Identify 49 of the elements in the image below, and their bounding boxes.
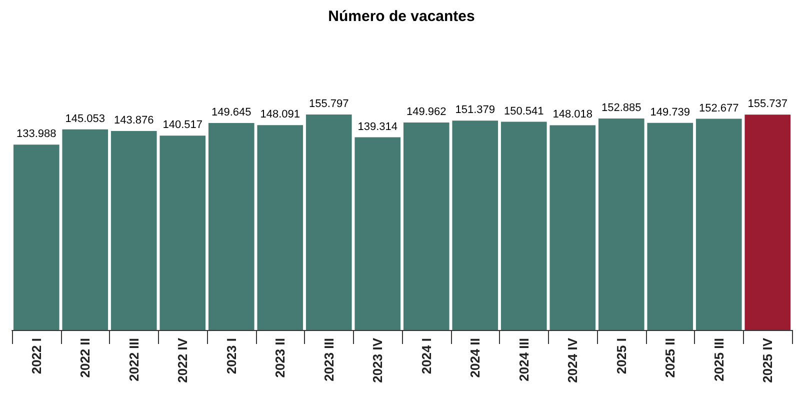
chart-title: Número de vacantes (328, 8, 475, 25)
bar (257, 125, 304, 330)
data-label: 149.739 (650, 106, 690, 118)
data-label: 140.517 (162, 119, 203, 132)
bar (403, 122, 450, 330)
data-label: 148.091 (260, 108, 300, 121)
bar (598, 118, 644, 330)
bar (550, 125, 596, 330)
bar (208, 122, 254, 330)
data-label: 152.677 (698, 102, 739, 114)
x-tick-label: 2024 II (468, 338, 483, 378)
data-label: 143.876 (114, 114, 154, 126)
x-tick-label: 2024 IV (565, 338, 580, 383)
x-tick-label: 2022 I (28, 338, 44, 374)
x-tick-label: 2023 III (321, 338, 336, 382)
x-tick-label: 2023 II (272, 338, 288, 378)
data-label: 151.379 (455, 104, 496, 116)
x-tick-label: 2023 I (224, 338, 239, 374)
bar (744, 114, 791, 330)
bar (452, 120, 498, 330)
data-label: 155.737 (748, 98, 788, 110)
data-label: 152.885 (601, 102, 642, 114)
x-tick-label: 2022 IV (175, 338, 190, 383)
data-label: 149.962 (406, 106, 446, 118)
x-tick-label: 2025 IV (760, 338, 776, 383)
x-tick-label: 2025 II (662, 338, 678, 378)
x-tick-label: 2024 III (516, 338, 532, 382)
data-label: 155.797 (308, 98, 349, 110)
data-label: 148.018 (552, 108, 593, 121)
bar (62, 129, 108, 330)
data-label: 145.053 (65, 112, 106, 125)
bar (647, 122, 694, 330)
data-label: 133.988 (16, 128, 56, 140)
x-tick-label: 2025 III (711, 338, 726, 382)
data-label: 149.645 (211, 106, 252, 118)
x-tick-label: 2023 IV (370, 338, 386, 383)
bar (500, 122, 547, 330)
x-tick-label: 2022 II (78, 338, 93, 378)
bar (110, 130, 157, 330)
x-tick-label: 2022 III (126, 338, 142, 382)
bar (354, 137, 401, 330)
bar (306, 114, 352, 330)
data-label: 150.541 (504, 105, 544, 118)
bar (13, 144, 60, 330)
data-label: 139.314 (358, 120, 398, 133)
bar (160, 136, 206, 330)
x-tick-label: 2025 I (614, 338, 629, 374)
x-tick-label: 2024 I (418, 338, 434, 374)
bar (696, 118, 742, 330)
